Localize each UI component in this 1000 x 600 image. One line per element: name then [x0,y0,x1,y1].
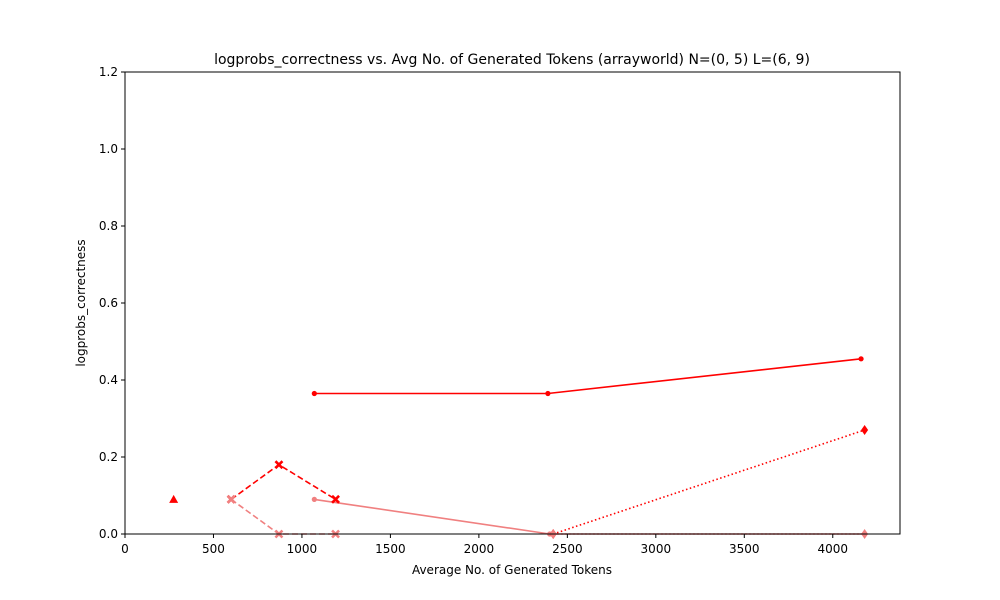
series-line [314,498,865,535]
series-1 [311,496,868,537]
data-point [226,494,236,504]
y-tick-label: 0.0 [99,527,118,541]
series-2 [226,460,340,504]
x-tick-label: 1000 [287,542,318,556]
y-tick-label: 0.2 [99,450,118,464]
y-tick-label: 1.2 [99,65,118,79]
series-line [314,358,862,395]
x-tick-label: 1500 [375,542,406,556]
series-3 [226,494,340,539]
y-axis: 0.0 0.2 0.4 0.6 0.8 1.0 1.2 [99,65,125,541]
data-point [311,496,317,502]
plot-frame [124,71,901,535]
y-tick-label: 0.8 [99,219,118,233]
x-tick-label: 3000 [641,542,672,556]
plot-area [169,356,869,539]
data-point [858,356,864,362]
data-point [274,460,284,470]
chart-title: logprobs_correctness vs. Avg No. of Gene… [214,52,810,68]
series-0 [311,356,864,397]
x-tick-label: 4000 [817,542,848,556]
y-tick-label: 0.6 [99,296,118,310]
series-line [230,498,336,535]
data-point [169,494,179,503]
x-tick-label: 3500 [729,542,760,556]
series-4 [549,425,869,539]
series-6 [169,494,179,503]
series-line [552,429,865,535]
x-tick-label: 2500 [552,542,583,556]
x-tick-label: 500 [202,542,225,556]
data-point [331,494,340,504]
y-axis-label: logprobs_correctness [74,239,88,366]
x-tick-label: 0 [121,542,129,556]
data-point [311,390,317,397]
x-tick-label: 2000 [464,542,495,556]
data-point [545,390,551,397]
y-tick-label: 1.0 [99,142,118,156]
y-tick-label: 0.4 [99,373,118,387]
x-axis-label: Average No. of Generated Tokens [412,563,612,577]
series-line [230,463,337,501]
data-point [861,425,869,436]
x-axis: 0 500 1000 1500 2000 2500 3000 3500 4000 [121,534,848,556]
